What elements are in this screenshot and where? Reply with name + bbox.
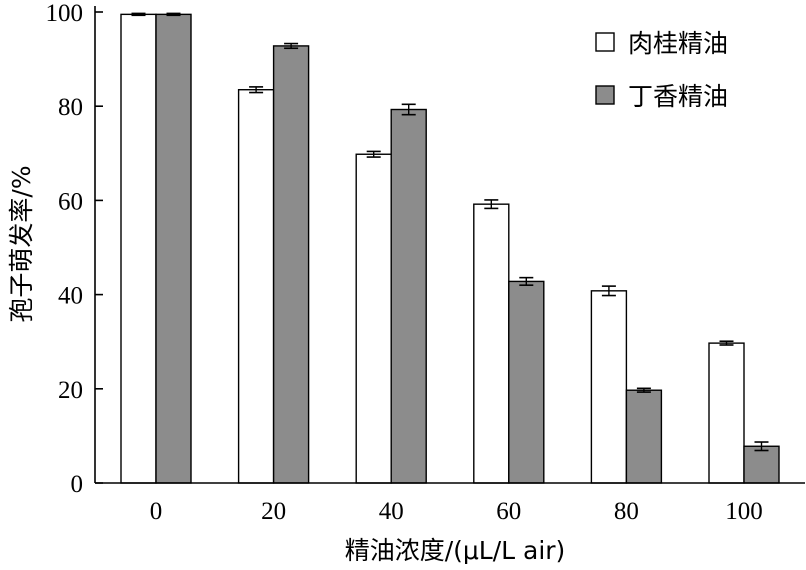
x-tick-label-80: 80 — [614, 498, 639, 525]
bar-cinnamon-40 — [355, 153, 392, 484]
bar-cinnamon-80 — [590, 290, 628, 484]
y-axis-label: 孢子萌发率/% — [7, 165, 36, 322]
y-ticks: 0 20 40 60 80 100 — [46, 0, 103, 498]
bar-cinnamon-0 — [120, 13, 157, 484]
x-tick-label-100: 100 — [725, 498, 763, 525]
x-tick-label-60: 60 — [496, 498, 521, 525]
bar-clove-0 — [155, 13, 192, 484]
bar-clove-80 — [625, 389, 663, 484]
x-ticks: 0 20 40 60 80 100 — [150, 498, 763, 525]
axes — [94, 6, 805, 484]
y-tick-label-100: 100 — [46, 0, 84, 27]
x-tick-label-40: 40 — [379, 498, 404, 525]
y-tick-label-0: 0 — [71, 471, 84, 498]
y-tick-label-20: 20 — [58, 377, 83, 404]
y-tick-label-40: 40 — [58, 283, 83, 310]
legend-swatch-cinnamon — [595, 32, 615, 52]
y-tick-label-80: 80 — [58, 94, 83, 121]
bar-clove-60 — [508, 280, 545, 484]
y-tick-label-60: 60 — [58, 188, 83, 215]
legend-label-clove: 丁香精油 — [628, 82, 728, 111]
bar-clove-100 — [743, 445, 780, 484]
legend-swatch-clove — [595, 85, 615, 105]
bar-clove-40 — [390, 108, 427, 484]
x-tick-label-0: 0 — [150, 498, 163, 525]
bar-cinnamon-60 — [473, 203, 510, 484]
error-bars — [131, 12, 769, 452]
bar-cinnamon-20 — [237, 89, 275, 484]
legend: 肉桂精油 丁香精油 — [595, 29, 728, 111]
x-tick-label-20: 20 — [261, 498, 286, 525]
bar-cinnamon-100 — [708, 342, 745, 484]
bar-clove-20 — [272, 45, 310, 484]
legend-label-cinnamon: 肉桂精油 — [628, 29, 728, 58]
x-axis-label: 精油浓度/(μL/L air) — [345, 536, 566, 565]
